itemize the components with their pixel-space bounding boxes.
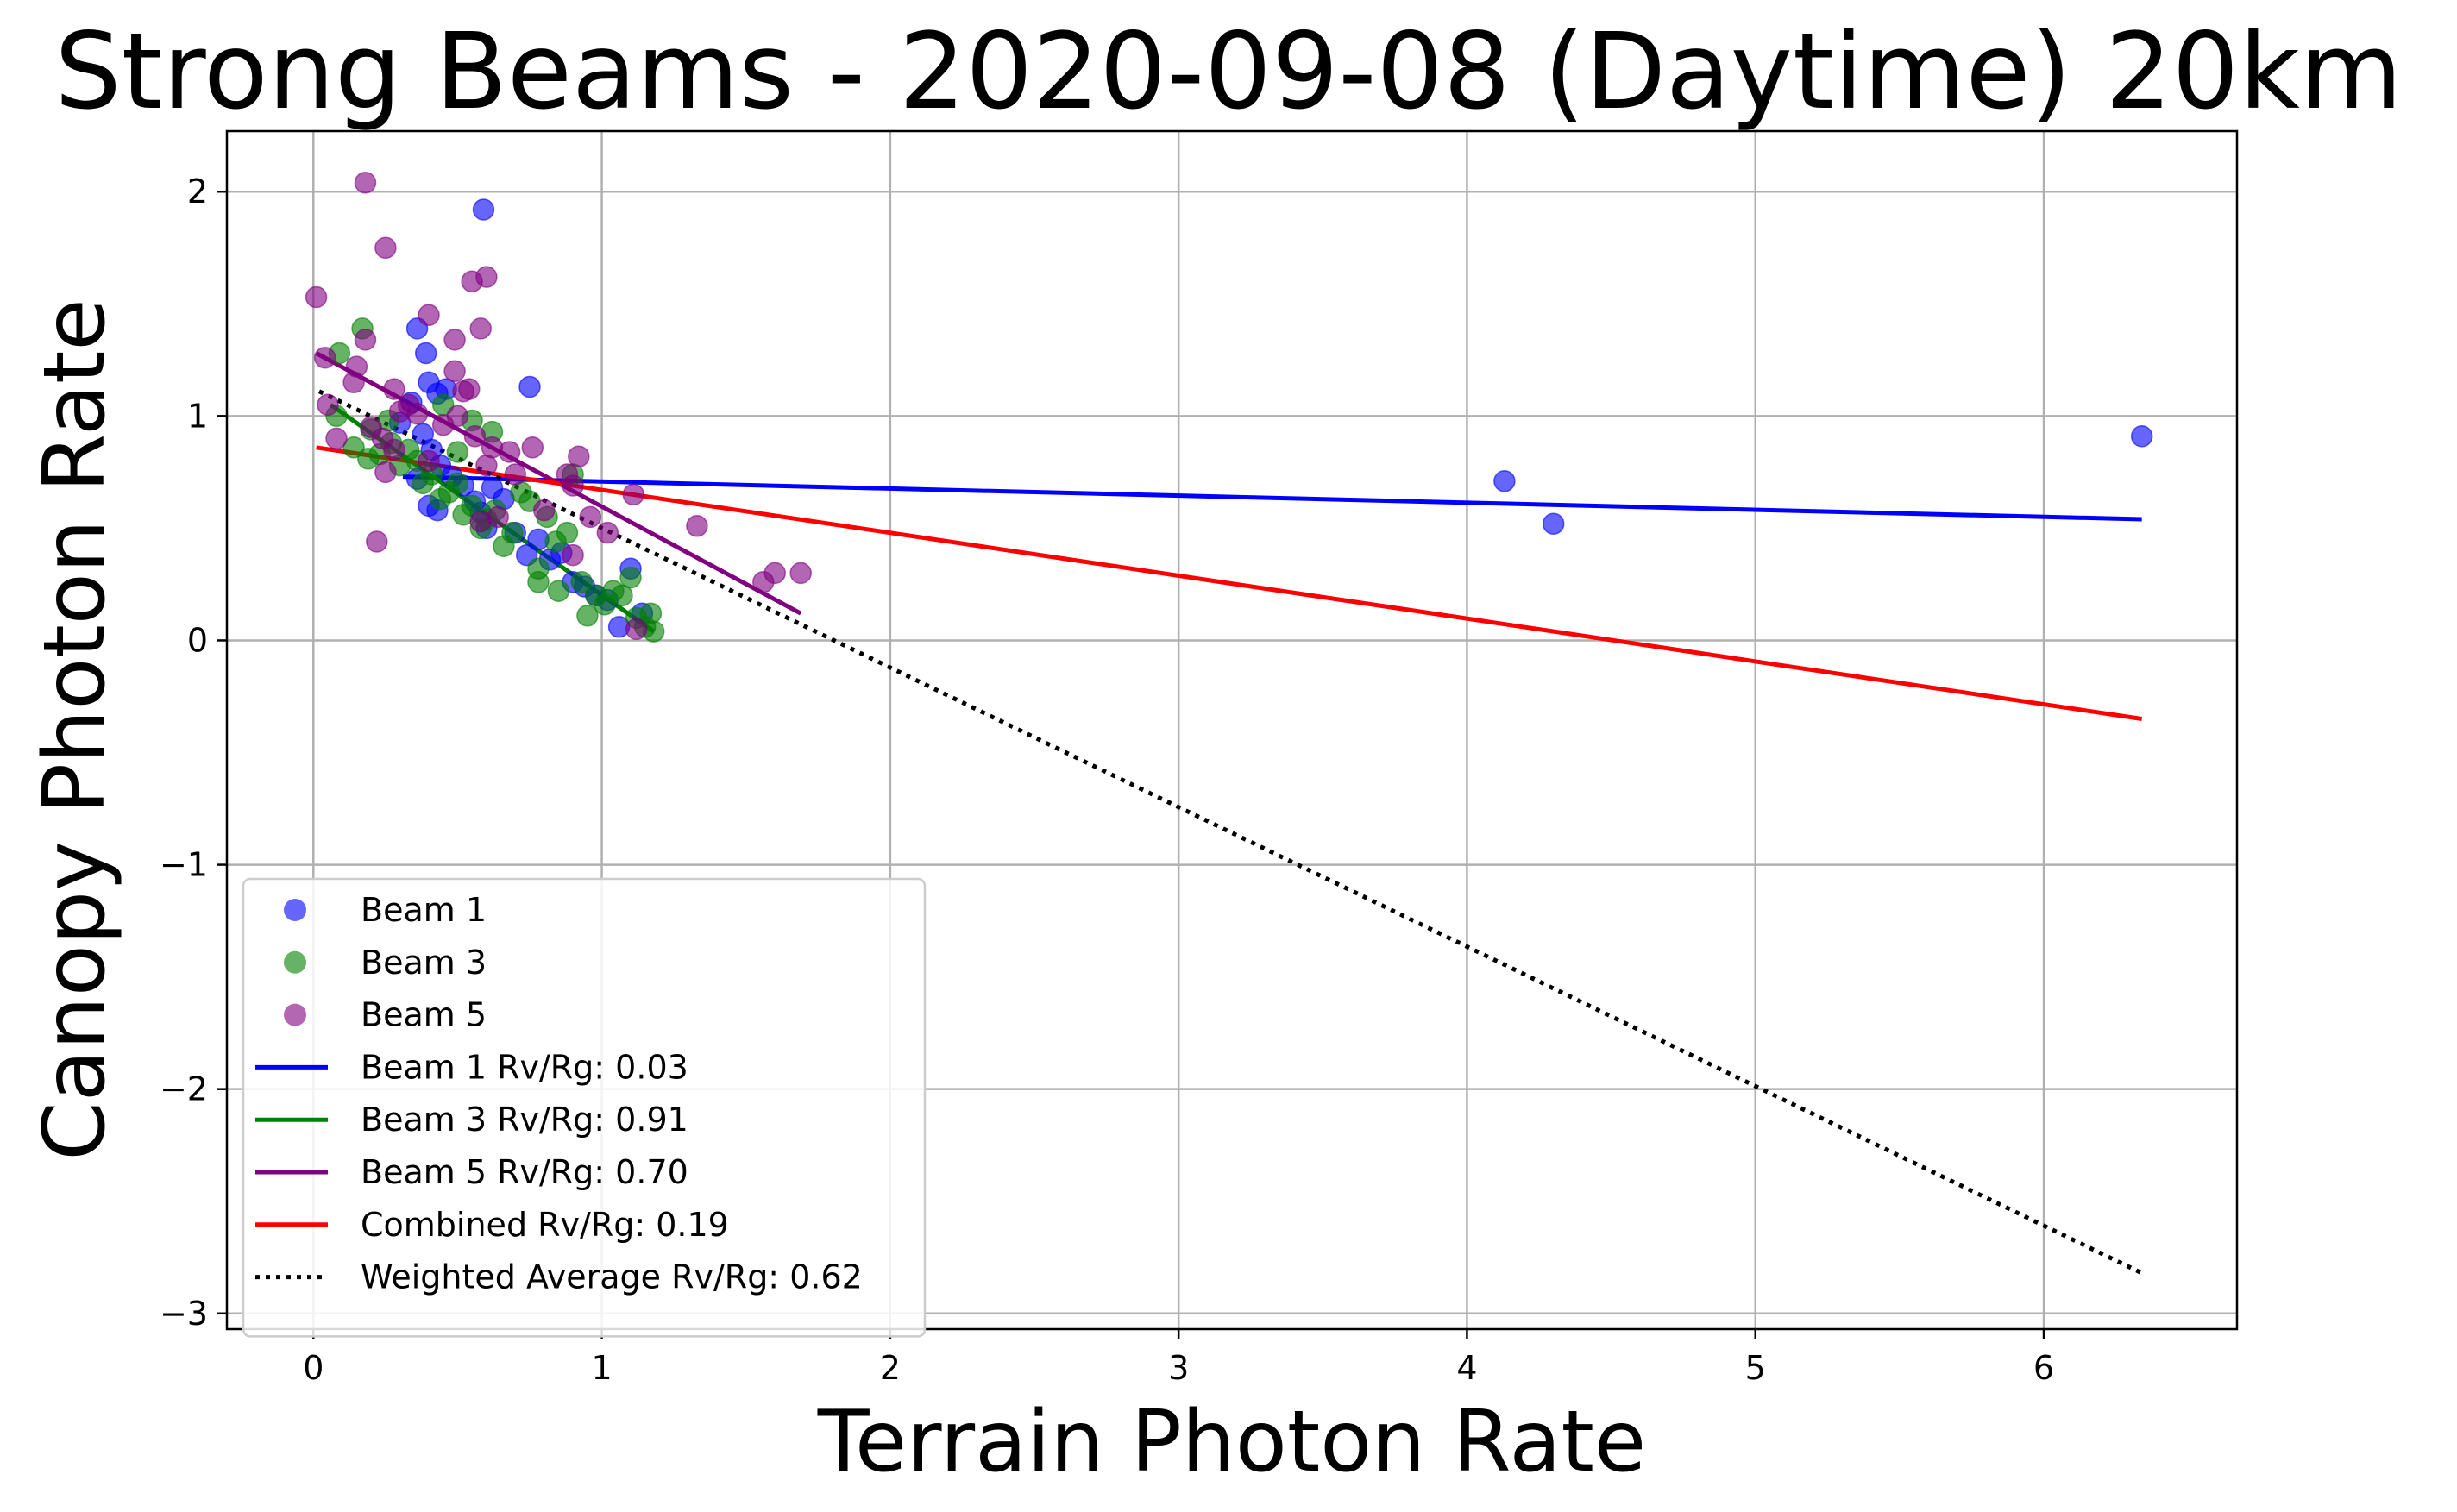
scatter-point <box>458 378 481 400</box>
x-tick-label: 0 <box>303 1349 324 1387</box>
scatter-point <box>374 236 397 260</box>
scatter-point <box>418 371 440 394</box>
scatter-point <box>562 543 584 567</box>
scatter-point <box>568 445 590 467</box>
scatter-point <box>383 378 405 400</box>
legend-label: Beam 5 Rv/Rg: 0.70 <box>361 1153 688 1191</box>
scatter-point <box>475 454 498 477</box>
scatter-point <box>518 375 541 398</box>
scatter-point <box>763 562 786 585</box>
legend-marker <box>284 950 306 974</box>
scatter-point <box>532 499 556 522</box>
scatter-point <box>463 425 487 448</box>
scatter-point <box>405 402 429 425</box>
scatter-point <box>570 571 593 593</box>
scatter-point <box>619 566 642 589</box>
x-tick-label: 5 <box>1745 1349 1766 1387</box>
x-tick-label: 6 <box>2033 1349 2054 1387</box>
x-tick-label: 2 <box>880 1349 901 1387</box>
x-axis-label: Terrain Photon Rate <box>817 1393 1646 1491</box>
legend-label: Beam 1 Rv/Rg: 0.03 <box>361 1048 688 1086</box>
x-tick-label: 1 <box>591 1349 612 1387</box>
legend-label: Weighted Average Rv/Rg: 0.62 <box>361 1258 863 1296</box>
scatter-point <box>487 505 509 529</box>
scatter-point <box>383 438 405 461</box>
scatter-point <box>366 530 388 553</box>
scatter-point <box>472 198 495 221</box>
legend-marker <box>284 899 306 921</box>
scatter-point <box>414 342 437 365</box>
scatter-point <box>1493 470 1516 492</box>
fit-line <box>316 445 2143 721</box>
scatter-point <box>354 329 377 351</box>
scatter-point <box>562 474 584 497</box>
plot-area-frame <box>225 129 2239 1331</box>
chart-title: Strong Beams - 2020-09-08 (Daytime) 20km <box>54 10 2402 133</box>
y-tick-label: −1 <box>160 846 208 884</box>
scatter-point <box>639 602 663 624</box>
scatter-point <box>498 441 521 463</box>
scatter-point <box>446 405 469 428</box>
y-axis-label: Canopy Photon Rate <box>26 298 124 1160</box>
scatter-points <box>305 172 2153 643</box>
fit-line <box>402 474 2142 522</box>
scatter-point <box>625 618 648 641</box>
scatter-point <box>611 584 633 607</box>
x-tick-label: 3 <box>1168 1349 1189 1387</box>
scatter-point <box>418 304 440 327</box>
scatter-point <box>374 461 397 484</box>
y-tick-label: 1 <box>187 397 208 435</box>
y-tick-label: −2 <box>160 1070 208 1108</box>
legend-box <box>242 877 927 1338</box>
y-tick-label: 0 <box>187 621 208 659</box>
scatter-point <box>469 317 492 340</box>
y-tick-label: −3 <box>160 1295 208 1333</box>
grid <box>227 131 2237 1329</box>
scatter-point <box>622 483 645 506</box>
scatter-point <box>504 463 527 486</box>
legend-label: Beam 3 <box>361 944 487 982</box>
legend-label: Combined Rv/Rg: 0.19 <box>361 1206 729 1244</box>
scatter-point <box>789 562 812 585</box>
y-tick-label: 2 <box>187 173 208 210</box>
scatter-point <box>446 472 469 495</box>
legend-marker <box>284 1003 306 1026</box>
scatter-point <box>527 571 550 593</box>
scatter-point <box>2130 425 2153 448</box>
scatter-point <box>443 360 466 383</box>
scatter-point <box>313 346 336 369</box>
scatter-point <box>342 436 365 459</box>
scatter-point <box>446 441 469 463</box>
scatter-point <box>521 436 544 459</box>
scatter-point <box>556 521 579 544</box>
scatter-point <box>596 521 619 544</box>
legend: Beam 1 Beam 3 Beam 5 Beam 1 Rv/Rg: 0.03 Beam… <box>242 877 927 1338</box>
scatter-point <box>461 270 483 293</box>
scatter-point <box>576 605 599 627</box>
axis-ticks: 0 1 2 3 4 5 6 −3 −2 −1 0 1 2 <box>160 173 2054 1387</box>
x-tick-label: 4 <box>1456 1349 1477 1387</box>
legend-label: Beam 1 <box>361 891 487 929</box>
legend-label: Beam 5 <box>361 996 487 1034</box>
scatter-point <box>686 515 708 537</box>
legend-label: Beam 3 Rv/Rg: 0.91 <box>361 1101 688 1139</box>
scatter-point <box>325 427 348 450</box>
scatter-point <box>443 329 466 351</box>
scatter-point <box>418 449 440 473</box>
scatter-point <box>501 521 524 544</box>
scatter-point <box>305 285 328 309</box>
scatter-point <box>345 355 368 378</box>
scatter-point <box>579 505 601 529</box>
scatter-point <box>1542 512 1565 535</box>
scatter-point <box>317 393 339 417</box>
scatter-point <box>354 172 377 194</box>
scatter-point <box>547 580 570 602</box>
